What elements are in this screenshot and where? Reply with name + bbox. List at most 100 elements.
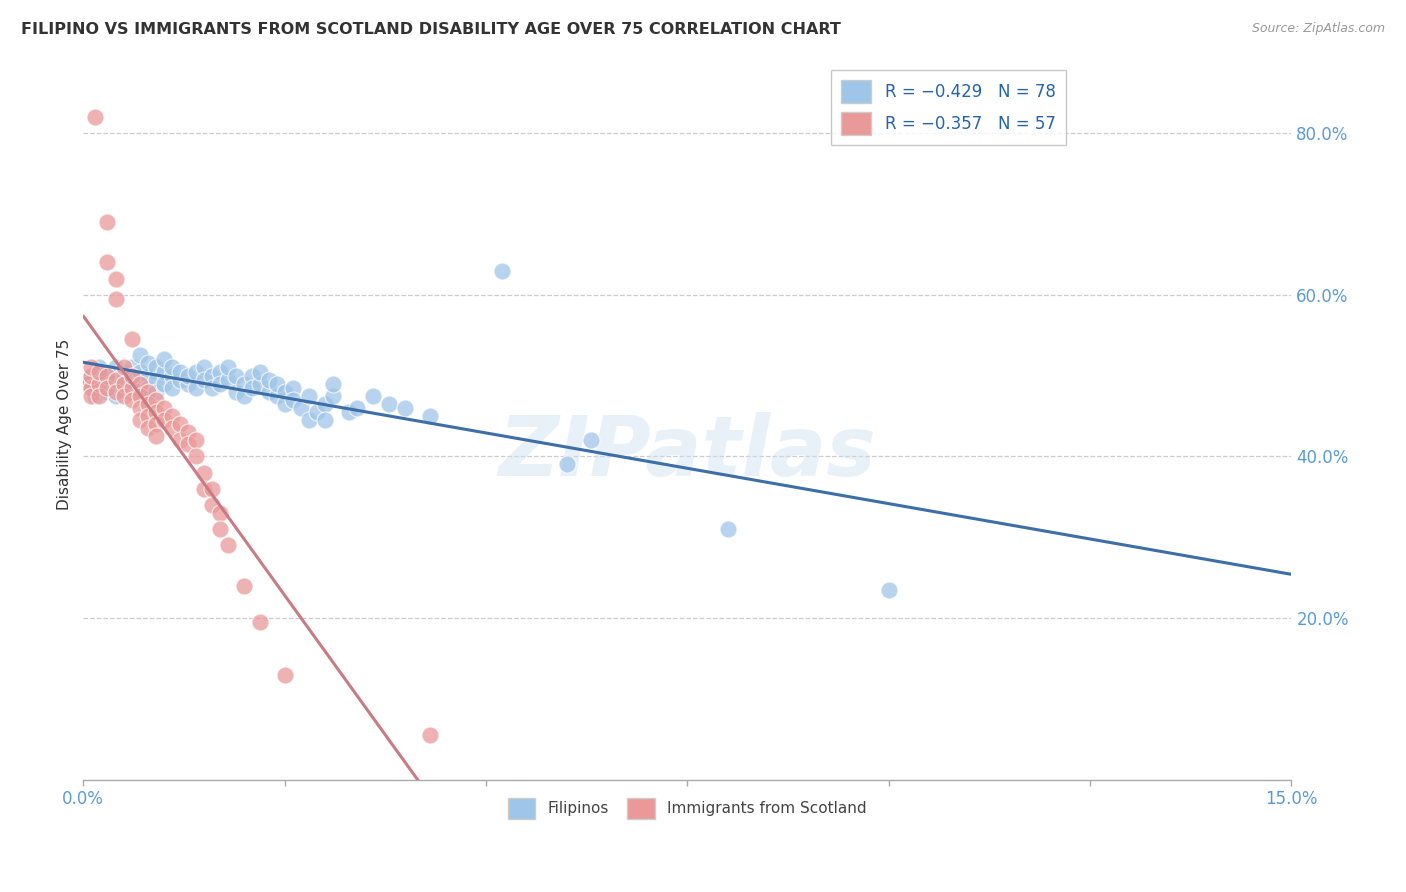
Y-axis label: Disability Age Over 75: Disability Age Over 75 [58, 338, 72, 509]
Legend: Filipinos, Immigrants from Scotland: Filipinos, Immigrants from Scotland [502, 791, 873, 825]
Point [177, 437, 200, 451]
Point [96, 368, 118, 383]
Point [419, 409, 441, 423]
Point [84, 110, 107, 124]
Point [160, 360, 183, 375]
Point [89, 376, 111, 391]
Point [394, 401, 416, 415]
Point [121, 384, 143, 399]
Point [80, 381, 103, 395]
Point [201, 368, 224, 383]
Point [160, 381, 183, 395]
Point [145, 417, 167, 431]
Point [322, 389, 344, 403]
Point [177, 425, 200, 439]
Point [145, 360, 167, 375]
Point [128, 376, 150, 391]
Point [257, 384, 280, 399]
Point [209, 365, 232, 379]
Point [89, 389, 111, 403]
Point [136, 368, 159, 383]
Point [153, 413, 176, 427]
Text: Source: ZipAtlas.com: Source: ZipAtlas.com [1251, 22, 1385, 36]
Point [193, 373, 215, 387]
Point [121, 373, 143, 387]
Point [96, 368, 118, 383]
Point [76, 376, 98, 391]
Point [121, 368, 143, 383]
Point [184, 434, 207, 448]
Point [104, 373, 127, 387]
Point [249, 615, 271, 629]
Point [112, 360, 135, 375]
Point [80, 360, 103, 375]
Point [153, 401, 176, 415]
Point [145, 384, 167, 399]
Point [89, 373, 111, 387]
Point [217, 360, 239, 375]
Point [201, 482, 224, 496]
Point [128, 365, 150, 379]
Point [104, 389, 127, 403]
Point [217, 373, 239, 387]
Point [273, 667, 295, 681]
Point [209, 506, 232, 520]
Point [225, 384, 247, 399]
Point [136, 409, 159, 423]
Point [128, 389, 150, 403]
Point [128, 413, 150, 427]
Point [305, 405, 328, 419]
Point [80, 381, 103, 395]
Point [112, 365, 135, 379]
Text: ZIPatlas: ZIPatlas [499, 412, 876, 493]
Point [273, 384, 295, 399]
Point [193, 482, 215, 496]
Point [160, 421, 183, 435]
Point [177, 376, 200, 391]
Point [89, 365, 111, 379]
Point [128, 376, 150, 391]
Point [322, 376, 344, 391]
Point [346, 401, 368, 415]
Point [378, 397, 401, 411]
Point [121, 381, 143, 395]
Point [89, 360, 111, 375]
Point [160, 409, 183, 423]
Point [145, 429, 167, 443]
Point [209, 376, 232, 391]
Point [491, 263, 513, 277]
Point [314, 413, 336, 427]
Point [104, 373, 127, 387]
Point [93, 376, 115, 391]
Point [169, 365, 191, 379]
Point [153, 352, 176, 367]
Text: FILIPINO VS IMMIGRANTS FROM SCOTLAND DISABILITY AGE OVER 75 CORRELATION CHART: FILIPINO VS IMMIGRANTS FROM SCOTLAND DIS… [21, 22, 841, 37]
Point [136, 384, 159, 399]
Point [169, 434, 191, 448]
Point [96, 381, 118, 395]
Point [281, 381, 304, 395]
Point [233, 376, 256, 391]
Point [209, 522, 232, 536]
Point [242, 381, 264, 395]
Point [121, 392, 143, 407]
Point [233, 389, 256, 403]
Point [104, 384, 127, 399]
Point [153, 365, 176, 379]
Point [184, 365, 207, 379]
Point [153, 376, 176, 391]
Point [145, 373, 167, 387]
Point [555, 458, 578, 472]
Point [80, 389, 103, 403]
Point [579, 434, 602, 448]
Point [145, 405, 167, 419]
Point [266, 389, 288, 403]
Point [266, 376, 288, 391]
Point [249, 365, 271, 379]
Point [233, 579, 256, 593]
Point [193, 466, 215, 480]
Point [290, 401, 312, 415]
Point [80, 368, 103, 383]
Point [84, 389, 107, 403]
Point [225, 368, 247, 383]
